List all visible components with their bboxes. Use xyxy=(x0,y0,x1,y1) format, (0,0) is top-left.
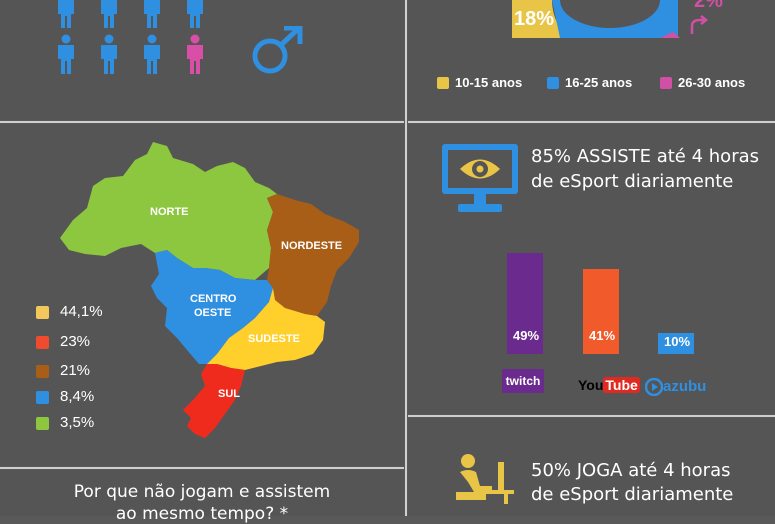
male-person-icon xyxy=(187,0,203,28)
bar-label-azubu: 10% xyxy=(663,334,691,349)
platform-bar-chart xyxy=(490,230,730,354)
gamer-desk-icon xyxy=(456,454,514,504)
map-legend-swatch-2 xyxy=(36,336,49,349)
map-legend-value-2: 23% xyxy=(60,333,91,350)
divider-bottom-right xyxy=(408,415,775,417)
twitch-logo-text: twitch xyxy=(505,374,541,388)
slice-26-30 xyxy=(660,32,680,38)
donut-hole xyxy=(560,0,660,28)
azubu-play-icon xyxy=(644,377,664,396)
map-legend-swatch-4 xyxy=(36,391,49,404)
curved-arrow-icon xyxy=(690,15,709,34)
bar-twitch xyxy=(507,253,543,354)
map-label-nordeste: NORDESTE xyxy=(281,240,343,252)
female-person-icon xyxy=(187,34,203,74)
divider-top-right xyxy=(408,121,775,123)
region-sudeste xyxy=(207,288,325,370)
male-person-icon xyxy=(101,0,117,28)
play-stat-line-2: de eSport diariamente xyxy=(531,484,734,505)
age-legend-swatch-26-30 xyxy=(660,77,672,89)
youtube-logo-tube: Tube xyxy=(603,377,640,393)
region-centro-oeste xyxy=(151,250,273,364)
male-person-icon xyxy=(101,34,117,74)
bar-azubu xyxy=(658,333,694,354)
age-donut-chart xyxy=(512,0,680,38)
age-legend-label-10-15: 10-15 anos xyxy=(455,75,523,90)
bar-youtube xyxy=(583,269,619,354)
male-person-icon xyxy=(144,34,160,74)
people-icons xyxy=(58,0,203,74)
vertical-divider xyxy=(405,0,407,516)
twitch-logo: twitch xyxy=(502,369,544,393)
map-legend-swatch-1 xyxy=(36,306,49,319)
age-legend-swatch-10-15 xyxy=(437,77,449,89)
map-legend-swatch-3 xyxy=(36,365,49,378)
region-nordeste xyxy=(267,194,359,316)
slice-10-15 xyxy=(512,0,560,38)
youtube-logo: You Tube xyxy=(578,375,640,395)
male-symbol-icon xyxy=(252,26,303,74)
map-label-sudeste: SUDESTE xyxy=(248,333,300,345)
play-stat-line-1: 50% JOGA até 4 horas xyxy=(531,460,731,481)
male-person-icon xyxy=(58,34,74,74)
youtube-logo-you: You xyxy=(578,377,604,393)
age-legend-label-26-30: 26-30 anos xyxy=(678,75,746,90)
monitor-eye-icon xyxy=(442,144,518,212)
map-legend-swatch-5 xyxy=(36,417,49,430)
male-person-icon xyxy=(144,0,160,28)
map-label-oeste: OESTE xyxy=(194,307,232,319)
map-label-norte: NORTE xyxy=(150,206,189,218)
map-legend-value-3: 21% xyxy=(60,362,91,379)
question-panel xyxy=(0,470,404,516)
question-line-2: ao mesmo tempo? * xyxy=(115,504,289,524)
bar-label-twitch: 49% xyxy=(512,328,540,343)
map-legend-value-1: 44,1% xyxy=(60,303,103,320)
age-legend-label-16-25: 16-25 anos xyxy=(565,75,633,90)
divider-bottom-left xyxy=(0,467,404,469)
watch-stat-line-2: de eSport diariamente xyxy=(531,171,734,192)
bar-label-youtube: 41% xyxy=(588,328,616,343)
male-person-icon xyxy=(58,0,74,28)
map-legend-value-5: 3,5% xyxy=(60,414,95,431)
brazil-map xyxy=(60,142,359,438)
azubu-logo-text: azubu xyxy=(663,378,707,395)
watch-stat-line-1: 85% ASSISTE até 4 horas xyxy=(531,146,760,167)
map-label-centro: CENTRO xyxy=(190,293,237,305)
age-legend-swatch-16-25 xyxy=(547,77,559,89)
map-label-sul: SUL xyxy=(218,388,240,400)
region-norte xyxy=(60,142,277,280)
divider-top-left xyxy=(0,121,404,123)
age-slice-label: 18% xyxy=(514,8,555,30)
region-sul xyxy=(183,364,245,438)
map-legend-value-4: 8,4% xyxy=(60,388,95,405)
age-partial-label: 2% xyxy=(694,0,723,12)
azubu-logo: azubu xyxy=(644,376,707,396)
question-line-1: Por que não jogam e assistem xyxy=(73,482,331,502)
